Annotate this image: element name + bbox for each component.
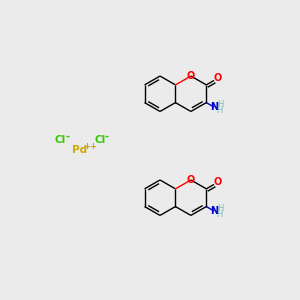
Text: H: H xyxy=(217,100,224,109)
Text: O: O xyxy=(214,73,222,83)
Text: ++: ++ xyxy=(83,142,97,152)
Text: N: N xyxy=(210,102,218,112)
Text: H: H xyxy=(217,106,223,115)
Text: -: - xyxy=(105,132,109,142)
Text: O: O xyxy=(187,175,195,185)
Text: N: N xyxy=(210,206,218,216)
Text: H: H xyxy=(217,204,224,213)
Text: -: - xyxy=(65,132,69,142)
Text: Pd: Pd xyxy=(72,145,87,155)
Text: O: O xyxy=(214,177,222,187)
Text: H: H xyxy=(217,210,223,219)
Text: Cl: Cl xyxy=(55,135,66,145)
Text: O: O xyxy=(187,71,195,81)
Text: Cl: Cl xyxy=(94,135,105,145)
